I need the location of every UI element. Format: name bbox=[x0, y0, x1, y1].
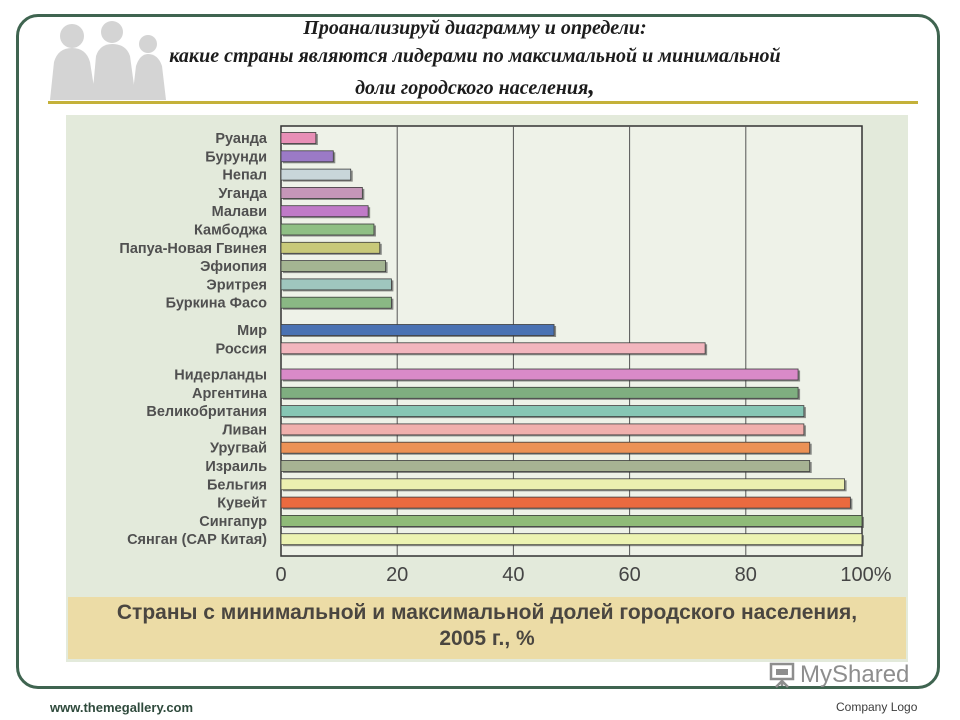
y-category-label: Уругвай bbox=[210, 441, 267, 457]
company-logo: Company Logo bbox=[836, 700, 918, 714]
y-category-label: Камбоджа bbox=[194, 223, 268, 239]
chart-caption: Страны с минимальной и максимальной доле… bbox=[74, 600, 900, 652]
bar bbox=[280, 460, 811, 472]
title-line-3: доли городского населения bbox=[355, 77, 589, 99]
y-category-label: Непал bbox=[222, 168, 267, 184]
x-tick-label: 60 bbox=[618, 564, 640, 586]
bar bbox=[280, 186, 363, 199]
bar bbox=[280, 368, 799, 381]
bar bbox=[280, 278, 392, 291]
y-category-label: Буркина Фасо bbox=[166, 296, 267, 312]
bar bbox=[280, 515, 863, 527]
bar bbox=[280, 132, 317, 144]
title-line-1: Проанализируй диаграмму и определи: bbox=[303, 17, 647, 39]
title-underline bbox=[48, 101, 918, 104]
bar bbox=[280, 241, 381, 254]
x-tick-label: 40 bbox=[502, 564, 524, 586]
y-category-label: Ливан bbox=[222, 422, 267, 438]
y-category-label: Уганда bbox=[218, 186, 268, 202]
bar bbox=[280, 386, 799, 399]
x-tick-label: 100% bbox=[840, 564, 891, 586]
x-tick-label: 80 bbox=[735, 564, 757, 586]
bar bbox=[280, 405, 805, 418]
y-category-label: Эритрея bbox=[206, 277, 267, 293]
bar bbox=[280, 296, 392, 309]
bar bbox=[280, 478, 845, 491]
bar bbox=[280, 150, 334, 163]
bar bbox=[280, 223, 375, 236]
bar bbox=[280, 441, 811, 454]
title-line-2: какие страны являются лидерами по максим… bbox=[169, 45, 781, 67]
slide-title: Проанализируй диаграмму и определи: каки… bbox=[40, 14, 910, 102]
slide-frame bbox=[16, 14, 940, 689]
plot-area bbox=[280, 125, 863, 557]
y-category-label: Сингапур bbox=[199, 514, 267, 530]
bar bbox=[280, 324, 555, 336]
footer-url: www.themegallery.com bbox=[50, 700, 194, 715]
bar bbox=[280, 533, 863, 546]
y-category-label: Мир bbox=[237, 323, 267, 339]
bar bbox=[280, 342, 706, 355]
y-category-label: Малави bbox=[212, 204, 267, 220]
title-comma: , bbox=[588, 71, 595, 100]
watermark-logo: MyShared bbox=[768, 660, 909, 690]
bar bbox=[280, 260, 386, 273]
bar bbox=[280, 168, 352, 181]
y-category-label: Эфиопия bbox=[200, 259, 267, 275]
watermark-text: MyShared bbox=[800, 661, 910, 688]
bar bbox=[280, 205, 369, 218]
y-category-label: Израиль bbox=[205, 459, 267, 475]
bar bbox=[280, 496, 851, 509]
y-category-label: Папуа-Новая Гвинея bbox=[119, 241, 267, 257]
caption-line-2: 2005 г., % bbox=[439, 627, 535, 650]
y-category-label: Руанда bbox=[215, 131, 268, 147]
y-category-label: Аргентина bbox=[192, 386, 268, 402]
chart-caption-background bbox=[68, 597, 906, 659]
presentation-board-icon bbox=[769, 662, 795, 688]
y-category-label: Бельгия bbox=[207, 477, 267, 493]
people-silhouette-icon bbox=[50, 21, 166, 100]
bar bbox=[280, 423, 805, 436]
y-category-label: Бурунди bbox=[205, 149, 267, 165]
y-category-label: Сянган (САР Китая) bbox=[127, 532, 267, 548]
y-category-label: Великобритания bbox=[146, 404, 267, 420]
y-category-label: Нидерланды bbox=[174, 368, 267, 384]
x-tick-label: 20 bbox=[386, 564, 408, 586]
y-category-label: Россия bbox=[216, 341, 267, 357]
caption-line-1: Страны с минимальной и максимальной доле… bbox=[116, 601, 858, 624]
y-category-label: Кувейт bbox=[217, 496, 267, 512]
x-tick-label: 0 bbox=[275, 564, 286, 586]
